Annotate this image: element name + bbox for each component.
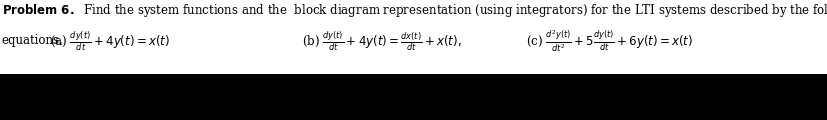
Text: (b) $\frac{dy(t)}{dt} + 4y(t) = \frac{dx(t)}{dt} + x(t),$: (b) $\frac{dy(t)}{dt} + 4y(t) = \frac{dx…	[302, 29, 461, 53]
Text: equations.: equations.	[2, 34, 64, 47]
Bar	[0, 0, 827, 74]
Text: (a) $\frac{dy(t)}{dt} + 4y(t) = x(t)$: (a) $\frac{dy(t)}{dt} + 4y(t) = x(t)$	[50, 29, 170, 53]
Text: (c) $\frac{d^2y(t)}{dt^2} + 5\frac{dy(t)}{dt} + 6y(t) = x(t)$: (c) $\frac{d^2y(t)}{dt^2} + 5\frac{dy(t)…	[525, 28, 692, 54]
Text: $\mathbf{Problem\ 6.}$  Find the system functions and the  block diagram represe: $\mathbf{Problem\ 6.}$ Find the system f…	[2, 2, 827, 19]
Bar	[0, 74, 827, 120]
